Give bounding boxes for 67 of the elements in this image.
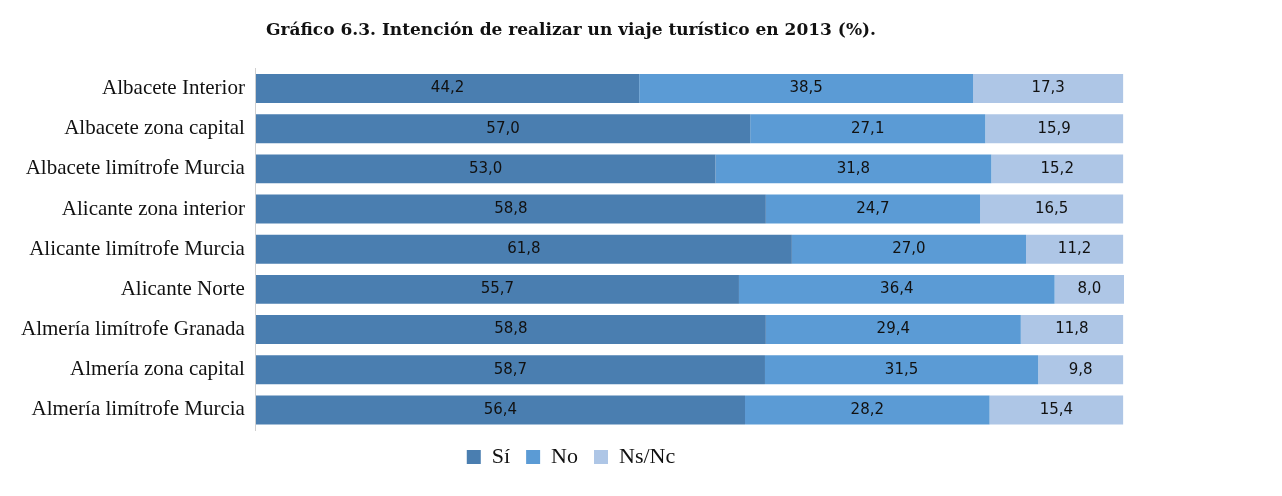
bar [255,274,739,304]
y-tick-label: Albacete zona capital [64,115,246,140]
data-label: 15,9 [1037,118,1071,137]
y-tick-label: Alicante zona interior [61,195,245,220]
bar [1054,274,1124,304]
data-label: 55,7 [480,279,515,298]
bar [973,74,1124,103]
data-label: 31,8 [836,158,871,177]
bar [765,194,981,224]
data-label: 58,8 [494,198,528,217]
bar [639,74,974,103]
bar [255,74,640,103]
data-label: 31,5 [884,359,919,378]
bar [255,315,766,345]
data-label: 58,8 [494,319,528,338]
data-label: 53,0 [469,158,503,177]
bar [255,194,766,224]
bar [991,154,1124,184]
bar [765,315,1021,345]
data-label: 9,8 [1068,359,1093,378]
data-label: 27,0 [892,239,926,258]
data-label: 15,4 [1039,399,1074,418]
bar [1026,234,1124,264]
data-label: 44,2 [430,78,465,97]
bar [745,395,990,425]
data-label: 24,7 [856,198,890,217]
legend-label: Ns/Nc [619,442,676,468]
bar [255,395,746,425]
y-tick-label: Alicante Norte [120,275,245,300]
data-label: 38,5 [789,78,823,97]
data-label: 16,5 [1034,198,1069,217]
chart-title: Gráfico 6.3. Intención de realizar un viaje turístico en 2013 (%). [266,18,876,39]
y-tick-label: Almería limítrofe Murcia [31,396,246,421]
y-tick-label: Albacete Interior [102,75,245,99]
data-label: 8,0 [1077,279,1102,298]
bar [791,234,1026,264]
data-label: 36,4 [880,279,914,298]
bar [255,114,751,144]
bar [764,355,1039,385]
legend-label: Sí [491,442,511,468]
y-tick-label: Alicante limítrofe Murcia [29,235,246,260]
legend-label: No [551,442,579,468]
bar [750,114,986,144]
data-label: 61,8 [507,239,541,258]
bar [255,234,792,264]
data-label: 56,4 [483,399,518,418]
bar [989,395,1124,425]
bar [985,114,1124,144]
y-tick-label: Almería zona capital [69,356,246,381]
data-label: 57,0 [486,118,520,137]
bar [980,194,1124,224]
bar [255,154,716,184]
data-label: 58,7 [493,359,528,378]
bar [1020,315,1124,345]
bar [738,274,1055,304]
bar [255,355,765,385]
data-label: 11,2 [1057,239,1092,258]
data-label: 11,8 [1055,319,1089,338]
data-label: 28,2 [850,399,884,418]
data-label: 15,2 [1040,158,1074,177]
bar [715,154,992,184]
y-tick-label: Albacete limítrofe Murcia [25,155,246,180]
data-label: 17,3 [1031,78,1065,97]
bar [1038,355,1124,385]
data-label: 27,1 [851,118,885,137]
data-label: 29,4 [876,319,911,338]
y-tick-label: Almería limítrofe Granada [21,316,246,341]
